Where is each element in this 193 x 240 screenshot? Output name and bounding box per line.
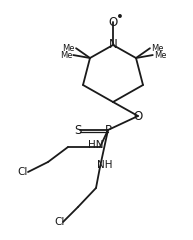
Text: S: S bbox=[74, 124, 82, 137]
Text: Me: Me bbox=[63, 44, 75, 53]
Text: HN: HN bbox=[88, 140, 104, 150]
Text: P: P bbox=[104, 124, 112, 137]
Text: Me: Me bbox=[154, 51, 166, 60]
Text: O: O bbox=[108, 16, 118, 29]
Text: •: • bbox=[116, 11, 124, 24]
Text: NH: NH bbox=[97, 160, 113, 170]
Text: Me: Me bbox=[60, 51, 72, 60]
Text: Me: Me bbox=[151, 44, 163, 53]
Text: O: O bbox=[133, 109, 143, 122]
Text: Cl: Cl bbox=[55, 217, 65, 227]
Text: Cl: Cl bbox=[18, 167, 28, 177]
Text: N: N bbox=[109, 38, 117, 52]
